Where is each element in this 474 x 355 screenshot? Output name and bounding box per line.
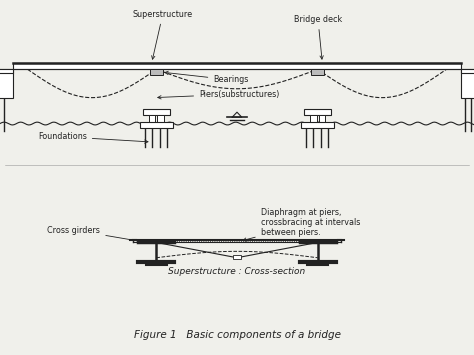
Bar: [149, 115, 155, 122]
Text: Piers(substructures): Piers(substructures): [158, 89, 280, 99]
Text: Bearings: Bearings: [165, 71, 249, 84]
Text: Diaphragm at piers,
crossbracing at intervals
between piers.: Diaphragm at piers, crossbracing at inte…: [243, 208, 360, 241]
Bar: [143, 109, 170, 115]
Bar: [150, 69, 163, 75]
Text: Abutment
(substructure): Abutment (substructure): [0, 354, 1, 355]
Bar: [311, 69, 324, 75]
Text: Figure 1   Basic components of a bridge: Figure 1 Basic components of a bridge: [134, 331, 340, 340]
Bar: [0, 69, 13, 98]
Bar: [0, 69, 13, 73]
Bar: [140, 122, 173, 128]
Bar: [461, 69, 474, 73]
Text: Foundations: Foundations: [38, 132, 148, 143]
Bar: [304, 109, 331, 115]
Bar: [233, 255, 241, 259]
Bar: [157, 115, 164, 122]
Text: Bridge deck: Bridge deck: [294, 15, 342, 59]
Bar: [310, 115, 317, 122]
Text: Superstructure : Cross-section: Superstructure : Cross-section: [168, 267, 306, 276]
Bar: [461, 69, 474, 98]
Text: Cross girders: Cross girders: [47, 225, 143, 243]
Bar: [301, 122, 334, 128]
Bar: [13, 63, 461, 69]
Text: Superstructure: Superstructure: [133, 10, 193, 59]
Bar: [319, 115, 325, 122]
